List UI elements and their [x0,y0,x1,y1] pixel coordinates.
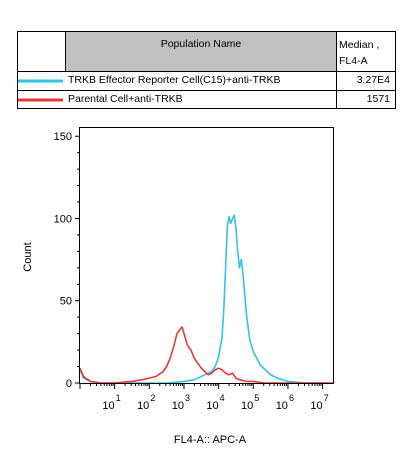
x-tick-exponent: 4 [220,393,225,403]
x-tick-label: 10 [276,400,288,412]
y-tick-label: 150 [54,131,72,143]
plot-frame [79,127,334,384]
legend-row-reporter-median: 3.27E4 [356,74,390,86]
y-axis-label: Count [22,242,34,271]
x-tick-label: 10 [241,400,253,412]
x-tick-exponent: 1 [116,393,121,403]
histogram-chart: 0 50 100 150 10 1 10 2 10 3 10 4 10 5 10 6 10 7 Count FL… [0,120,414,470]
legend-table-grid [17,31,396,109]
legend-row-reporter-name: TRKB Effector Reporter Cell(C15)+anti-TR… [68,74,281,86]
legend-row-parental-name: Parental Cell+anti-TRKB [68,93,183,105]
y-tick-label: 0 [66,378,72,390]
x-tick-label: 10 [137,400,149,412]
header-median: Median , FL4-A [339,39,380,67]
series-line-parental [79,326,333,384]
header-population-name: Population Name [160,38,242,50]
y-tick-label: 50 [60,296,72,308]
x-tick-exponent: 6 [289,393,294,403]
x-axis-label: FL4-A:: APC-A [174,434,247,446]
x-tick-label: 10 [172,400,184,412]
y-tick-label: 100 [54,213,72,225]
x-tick-label: 10 [206,400,218,412]
legend-table: Population Name Median , FL4-A TRKB Effe… [17,31,396,109]
x-tick-exponent: 2 [150,393,155,403]
series-line-reporter [79,214,333,384]
header-background [66,32,336,71]
series-layer [79,214,333,384]
x-tick-exponent: 5 [254,393,259,403]
x-tick-exponent: 7 [324,393,329,403]
legend-row-parental-median: 1571 [366,93,390,105]
x-tick-label: 10 [310,400,322,412]
x-tick-exponent: 3 [185,393,190,403]
x-tick-label: 10 [102,400,114,412]
y-axis: 0 50 100 150 [54,131,80,390]
